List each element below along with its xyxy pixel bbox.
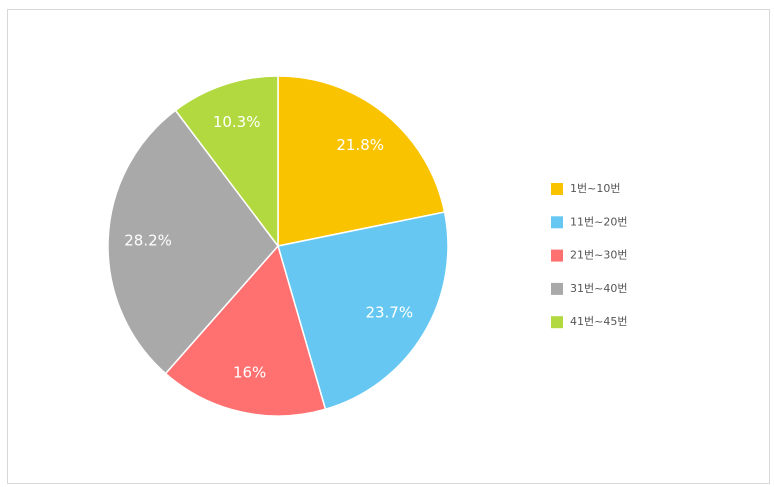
pie-slice bbox=[277, 75, 446, 247]
value-label: 23.7% bbox=[365, 304, 413, 322]
legend-label: 31번~40번 bbox=[570, 282, 627, 295]
pie-slice bbox=[277, 211, 449, 411]
legend-label: 1번~10번 bbox=[570, 182, 620, 195]
legend-swatch bbox=[551, 282, 563, 295]
value-label: 28.2% bbox=[124, 232, 172, 250]
legend-swatch bbox=[551, 183, 563, 195]
legend-swatch bbox=[551, 249, 563, 262]
legend-swatch bbox=[551, 316, 563, 329]
value-label: 16% bbox=[233, 363, 266, 381]
legend-label: 21번~30번 bbox=[570, 249, 627, 262]
pie-slice bbox=[174, 75, 279, 249]
value-label: 21.8% bbox=[336, 136, 384, 154]
pie-slice bbox=[107, 109, 279, 375]
legend-label: 41번~45번 bbox=[570, 315, 627, 328]
value-label: 10.3% bbox=[213, 113, 261, 131]
legend-swatch bbox=[551, 216, 563, 229]
pie-slice bbox=[164, 244, 327, 417]
legend-label: 11번~20번 bbox=[570, 215, 627, 228]
